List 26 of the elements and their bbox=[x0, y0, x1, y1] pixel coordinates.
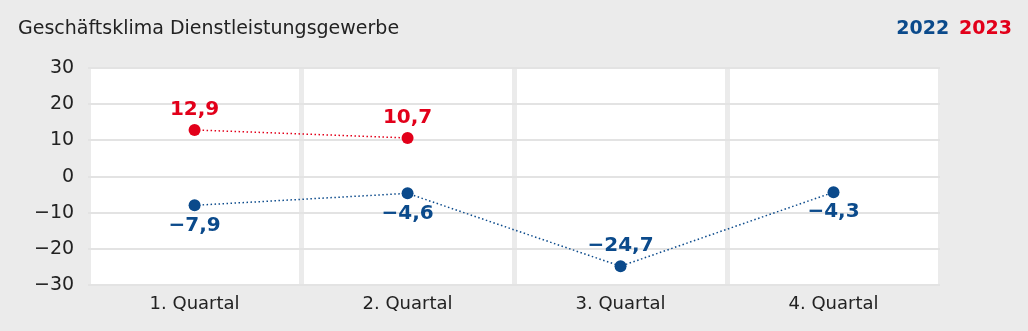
y-tick-label: −20 bbox=[33, 236, 75, 259]
x-tick-label: 2. Quartal bbox=[362, 291, 453, 313]
point bbox=[827, 186, 840, 199]
x-tick-label: 4. Quartal bbox=[788, 291, 879, 313]
data-label: −24,7 bbox=[587, 232, 654, 257]
x-tick-label: 3. Quartal bbox=[575, 291, 666, 313]
data-label: 10,7 bbox=[382, 104, 433, 129]
y-tick-label: −30 bbox=[33, 272, 75, 295]
point bbox=[614, 260, 627, 273]
y-tick-label: 10 bbox=[49, 127, 75, 150]
point bbox=[188, 123, 201, 136]
text: 2022 bbox=[896, 16, 950, 38]
y-tick-label: −10 bbox=[33, 199, 75, 222]
text: 2023 bbox=[959, 16, 1012, 38]
y-tick-label: 0 bbox=[62, 163, 75, 186]
data-label: 12,9 bbox=[169, 96, 220, 121]
point bbox=[401, 131, 414, 144]
y-tick-label: 30 bbox=[49, 54, 75, 77]
y-tick-label: 20 bbox=[49, 91, 75, 114]
data-label: −7,9 bbox=[168, 211, 221, 236]
data-label: −4,6 bbox=[381, 199, 434, 224]
data-label: −4,3 bbox=[807, 198, 860, 223]
point bbox=[401, 187, 414, 200]
chart-title: Geschäftsklima Dienstleistungsgewerbe bbox=[18, 16, 400, 38]
point bbox=[188, 199, 201, 212]
x-tick-label: 1. Quartal bbox=[149, 291, 240, 313]
